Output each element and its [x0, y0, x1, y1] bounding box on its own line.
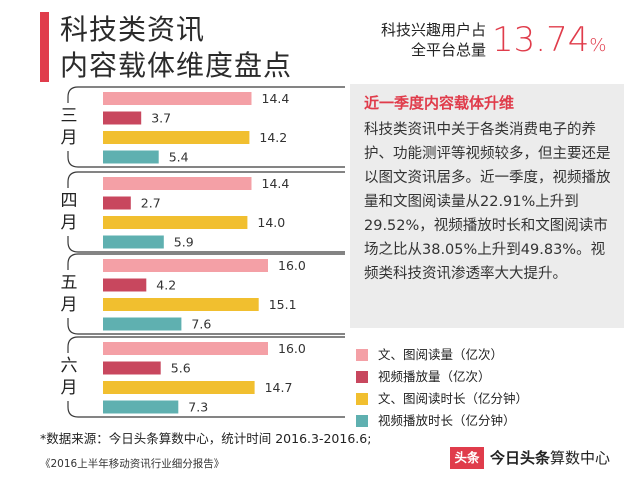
- bar-chart: 三月14.43.714.25.4四月14.42.714.05.9五月16.04.…: [58, 86, 345, 418]
- month-label: 月: [61, 128, 78, 148]
- bar: [103, 92, 252, 105]
- stat-label-line-2: 全平台总量: [410, 41, 486, 59]
- title-accent-bar: [40, 12, 49, 82]
- bar: [103, 317, 182, 331]
- bar-value-label: 14.4: [262, 176, 290, 191]
- month-label: 月: [61, 295, 78, 315]
- bar-value-label: 16.0: [278, 341, 306, 356]
- month-label-bg: [58, 270, 80, 318]
- month-label-bg: [58, 103, 80, 151]
- month-label: 六: [61, 356, 78, 376]
- brand-name-bold: 今日头条: [490, 449, 551, 467]
- legend-swatch: [356, 415, 368, 427]
- bar-value-label: 14.4: [262, 91, 290, 106]
- bar: [103, 400, 179, 414]
- month-label: 四: [61, 191, 78, 211]
- bar: [103, 259, 268, 272]
- legend-swatch: [356, 371, 368, 383]
- bar: [103, 278, 147, 292]
- bar: [103, 361, 161, 375]
- stat-value: 13.74%: [492, 20, 606, 66]
- bar-value-label: 14.7: [265, 380, 293, 395]
- legend-label: 视频播放时长（亿分钟）: [378, 413, 516, 428]
- month-label-bg: [58, 188, 80, 236]
- stat-label-line-1: 科技兴趣用户占: [380, 21, 486, 39]
- legend-label: 视频播放量（亿次）: [378, 369, 491, 384]
- bar: [103, 298, 259, 311]
- bar: [103, 381, 255, 394]
- title-line-1: 科技类资讯: [60, 13, 206, 46]
- bar-value-label: 16.0: [278, 258, 306, 273]
- stat-label: 科技兴趣用户占 全平台总量: [366, 20, 486, 60]
- bar-value-label: 2.7: [141, 196, 161, 211]
- bar: [103, 131, 250, 144]
- toutiao-logo: 头条: [450, 447, 484, 469]
- bar-value-label: 7.6: [191, 317, 211, 332]
- bar-value-label: 14.2: [259, 130, 287, 145]
- bar-value-label: 14.0: [257, 215, 285, 230]
- brand-name-rest: 算数中心: [550, 449, 611, 467]
- month-label-bg: [58, 353, 80, 401]
- brand-name: 今日头条算数中心: [490, 447, 610, 469]
- month-label: 三: [61, 106, 78, 126]
- bar-value-label: 7.3: [188, 400, 208, 415]
- bar-value-label: 15.1: [269, 297, 297, 312]
- bar: [103, 342, 268, 355]
- stat-unit: %: [589, 35, 607, 56]
- info-box: 近一季度内容载体升维 科技类资讯中关于各类消费电子的养护、功能测评等视频较多，但…: [350, 84, 624, 328]
- page-title: 科技类资讯 内容载体维度盘点: [60, 12, 292, 84]
- info-text: 科技类资讯中关于各类消费电子的养护、功能测评等视频较多，但主要还是以图文资讯居多…: [364, 122, 611, 282]
- stat-number: 13.74: [492, 20, 590, 60]
- bar-value-label: 5.6: [171, 361, 191, 376]
- legend-label: 文、图阅读时长（亿分钟）: [378, 391, 529, 406]
- bar: [103, 150, 159, 164]
- bar: [103, 177, 252, 190]
- bar: [103, 216, 248, 229]
- legend-swatch: [356, 349, 368, 361]
- data-source-note: *数据来源：今日头条算数中心，统计时间 2016.3-2016.6;: [40, 431, 372, 446]
- bar: [103, 235, 164, 249]
- bar: [103, 196, 131, 210]
- title-line-2: 内容载体维度盘点: [60, 49, 293, 82]
- bar-value-label: 5.9: [174, 235, 194, 250]
- report-title: 《2016上半年移动资讯行业细分报告》: [40, 458, 225, 470]
- legend-label: 文、图阅读量（亿次）: [378, 347, 504, 362]
- bar-value-label: 4.2: [156, 278, 176, 293]
- month-label: 月: [61, 378, 78, 398]
- bar: [103, 111, 142, 125]
- legend-swatch: [356, 393, 368, 405]
- bar-value-label: 5.4: [169, 150, 189, 165]
- month-label: 五: [61, 273, 78, 293]
- info-title: 近一季度内容载体升维: [364, 94, 515, 112]
- bar-value-label: 3.7: [151, 111, 171, 126]
- month-label: 月: [61, 213, 78, 233]
